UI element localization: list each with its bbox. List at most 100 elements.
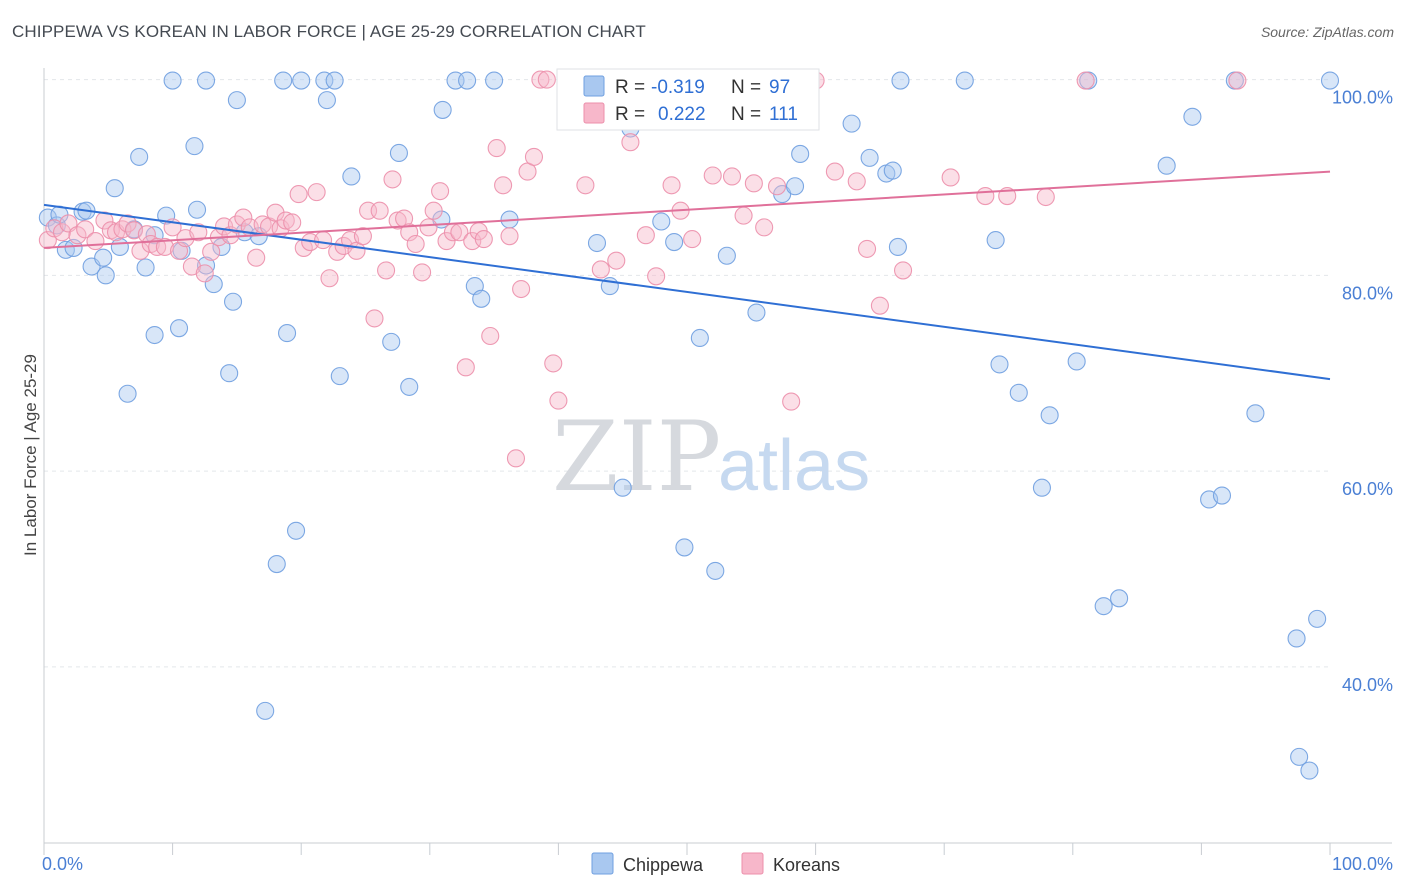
data-point	[847, 172, 866, 191]
data-point	[342, 167, 361, 186]
y-tick-label: 80.0%	[1342, 283, 1393, 303]
data-point	[283, 213, 302, 232]
data-point	[187, 200, 207, 219]
data-point	[675, 538, 694, 557]
data-point	[1320, 71, 1340, 90]
data-point	[96, 266, 115, 285]
data-point	[976, 186, 995, 206]
data-point	[1290, 747, 1309, 766]
data-point	[883, 161, 902, 180]
data-point	[383, 170, 402, 189]
data-point	[500, 227, 519, 246]
data-point	[591, 260, 610, 279]
data-point	[690, 328, 709, 348]
data-point	[744, 174, 763, 193]
data-point	[893, 261, 913, 280]
data-point	[607, 251, 626, 270]
data-point	[487, 139, 506, 158]
data-point	[706, 561, 725, 580]
axes	[43, 68, 1392, 855]
data-point	[474, 230, 493, 249]
data-point	[307, 183, 326, 202]
data-point	[891, 71, 910, 90]
data-point	[247, 248, 266, 267]
data-point	[1009, 383, 1028, 402]
legend-n-label: N =	[731, 77, 761, 98]
x-tick-label: 0.0%	[42, 854, 83, 874]
bottom-legend-label-chippewa: Chippewa	[623, 855, 704, 875]
data-point	[325, 71, 344, 90]
data-point	[223, 292, 243, 311]
data-point	[481, 326, 500, 346]
data-point	[785, 177, 805, 196]
data-point	[136, 258, 155, 277]
data-point	[857, 239, 877, 258]
data-point	[1183, 107, 1202, 126]
watermark: ZIP atlas	[552, 401, 870, 513]
data-point	[782, 392, 801, 411]
data-point	[195, 264, 214, 283]
data-point	[196, 256, 216, 275]
data-point	[400, 223, 419, 242]
y-tick-label: 100.0%	[1332, 88, 1393, 108]
data-point	[463, 232, 482, 251]
data-point	[317, 91, 336, 110]
data-point	[145, 325, 164, 345]
data-point	[549, 391, 568, 410]
data-point	[315, 71, 334, 90]
data-point	[189, 223, 208, 242]
data-point	[234, 208, 253, 227]
data-point	[537, 70, 556, 89]
data-point	[227, 91, 246, 110]
data-point	[370, 201, 389, 220]
data-point	[1036, 187, 1055, 207]
data-point	[400, 377, 419, 396]
data-point	[274, 71, 293, 90]
data-point	[636, 226, 655, 245]
series-koreans-points	[38, 70, 1247, 468]
data-point	[458, 71, 477, 90]
series-chippewa-points	[38, 71, 1340, 780]
tick-labels: 100.0% 80.0% 60.0% 40.0% 0.0% 100.0%	[42, 88, 1393, 874]
data-point	[722, 167, 742, 186]
data-point	[587, 233, 607, 253]
legend-r-label: R =	[615, 77, 645, 98]
bottom-legend-swatch-koreans	[741, 852, 764, 875]
y-tick-label: 40.0%	[1342, 675, 1393, 695]
chart-source: Source: ZipAtlas.com	[1260, 24, 1394, 40]
data-point	[1032, 478, 1051, 497]
y-axis-label: In Labor Force | Age 25-29	[21, 354, 40, 556]
bottom-legend-swatch-chippewa	[591, 852, 614, 875]
legend-n-value-koreans: 111	[769, 104, 798, 125]
data-point	[330, 367, 349, 386]
data-point	[1094, 597, 1113, 616]
data-point	[734, 206, 753, 225]
data-point	[320, 269, 339, 288]
data-point	[717, 246, 736, 265]
data-point	[870, 296, 889, 315]
data-point	[267, 555, 286, 574]
data-point	[683, 230, 702, 249]
bottom-legend: Chippewa Koreans	[591, 852, 840, 875]
data-point	[105, 179, 124, 198]
data-point	[524, 147, 544, 166]
chart-title: CHIPPEWA VS KOREAN IN LABOR FORCE | AGE …	[12, 22, 646, 41]
data-point	[652, 212, 671, 231]
data-point	[494, 176, 513, 195]
data-point	[1076, 71, 1095, 90]
y-tick-label: 60.0%	[1342, 479, 1393, 499]
data-point	[130, 147, 149, 166]
data-point	[791, 144, 810, 164]
data-point	[662, 176, 681, 195]
data-point	[665, 232, 684, 252]
data-point	[747, 303, 766, 322]
data-point	[531, 70, 550, 89]
trend-line-koreans	[43, 170, 1331, 249]
data-point	[825, 162, 844, 181]
legend-n-value-chippewa: 97	[769, 77, 790, 98]
data-point	[456, 358, 475, 377]
data-point	[1246, 404, 1265, 423]
data-point	[256, 701, 275, 720]
data-point	[888, 237, 907, 256]
data-point	[95, 211, 114, 230]
